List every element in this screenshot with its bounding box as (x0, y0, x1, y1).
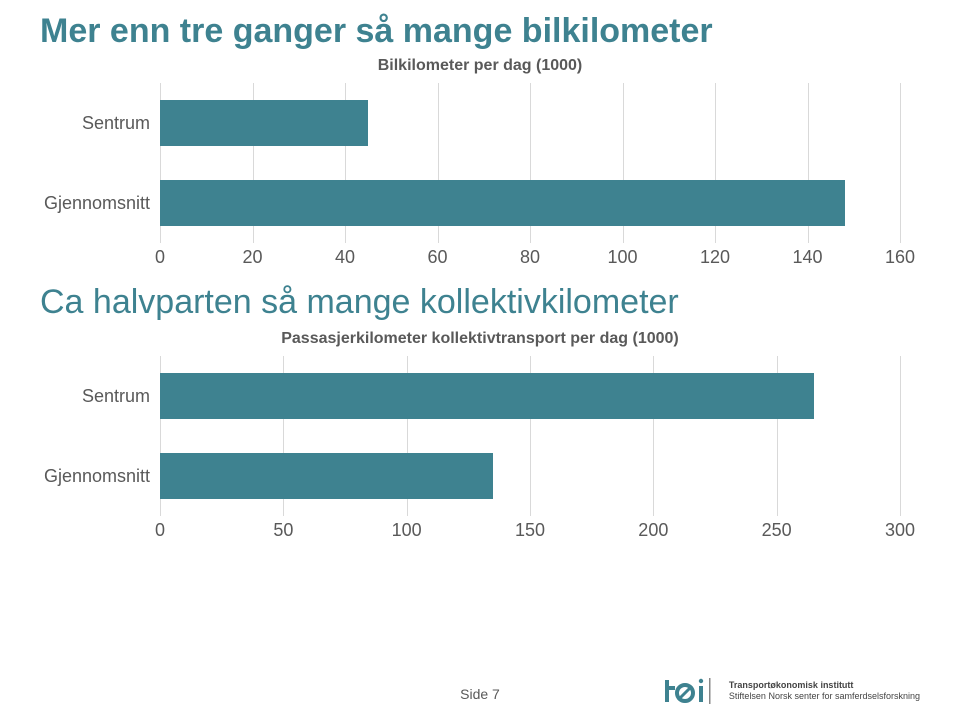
axis-tick: 250 (762, 520, 792, 541)
chart1-bar-1 (160, 180, 845, 226)
chart2-title: Passasjerkilometer kollektivtransport pe… (40, 330, 920, 348)
gridline (900, 356, 901, 516)
axis-tick: 0 (155, 247, 165, 268)
chart2-plot: Sentrum Gjennomsnitt (160, 356, 900, 516)
gridline (900, 83, 901, 243)
logo-line2: Stiftelsen Norsk senter for samferdselsf… (729, 691, 920, 702)
chart2-bar-1 (160, 453, 493, 499)
axis-tick: 100 (607, 247, 637, 268)
chart1-row-0: Sentrum (160, 83, 900, 163)
axis-tick: 0 (155, 520, 165, 541)
axis-tick: 150 (515, 520, 545, 541)
axis-tick: 50 (273, 520, 293, 541)
footer: Side 7 Transportøkonomisk i (0, 666, 960, 706)
chart2-bar-0 (160, 373, 814, 419)
axis-tick: 200 (638, 520, 668, 541)
axis-tick: 300 (885, 520, 915, 541)
chart2-category-label: Gjennomsnitt (44, 466, 160, 487)
axis-tick: 160 (885, 247, 915, 268)
chart1-title: Bilkilometer per dag (1000) (40, 57, 920, 75)
chart1: Sentrum Gjennomsnitt 0 20 40 60 80 100 120 140 1… (40, 83, 920, 269)
chart2-row-1: Gjennomsnitt (160, 436, 900, 516)
chart1-axis: 020406080100120140160 (160, 243, 900, 269)
chart2-axis: 050100150200250300 (160, 516, 900, 542)
chart2-category-label: Sentrum (82, 386, 160, 407)
page-number: Side 7 (460, 686, 500, 702)
chart2-row-0: Sentrum (160, 356, 900, 436)
heading-2: Ca halvparten så mange kollektivkilomete… (40, 283, 920, 322)
chart2: Sentrum Gjennomsnitt 0 50 100 150 200 250 300 (40, 356, 920, 542)
axis-tick: 20 (242, 247, 262, 268)
logo-icon (665, 676, 721, 706)
logo: Transportøkonomisk institutt Stiftelsen … (665, 676, 920, 706)
axis-tick: 120 (700, 247, 730, 268)
axis-tick: 40 (335, 247, 355, 268)
axis-tick: 60 (427, 247, 447, 268)
slide-page: Mer enn tre ganger så mange bilkilometer… (0, 0, 960, 716)
chart1-row-1: Gjennomsnitt (160, 163, 900, 243)
heading-1: Mer enn tre ganger så mange bilkilometer (40, 12, 920, 51)
logo-text: Transportøkonomisk institutt Stiftelsen … (729, 680, 920, 703)
axis-tick: 80 (520, 247, 540, 268)
axis-tick: 140 (792, 247, 822, 268)
chart1-plot: Sentrum Gjennomsnitt (160, 83, 900, 243)
logo-line1: Transportøkonomisk institutt (729, 680, 920, 691)
axis-tick: 100 (392, 520, 422, 541)
chart1-bar-0 (160, 100, 368, 146)
chart1-category-label: Gjennomsnitt (44, 193, 160, 214)
chart1-category-label: Sentrum (82, 113, 160, 134)
